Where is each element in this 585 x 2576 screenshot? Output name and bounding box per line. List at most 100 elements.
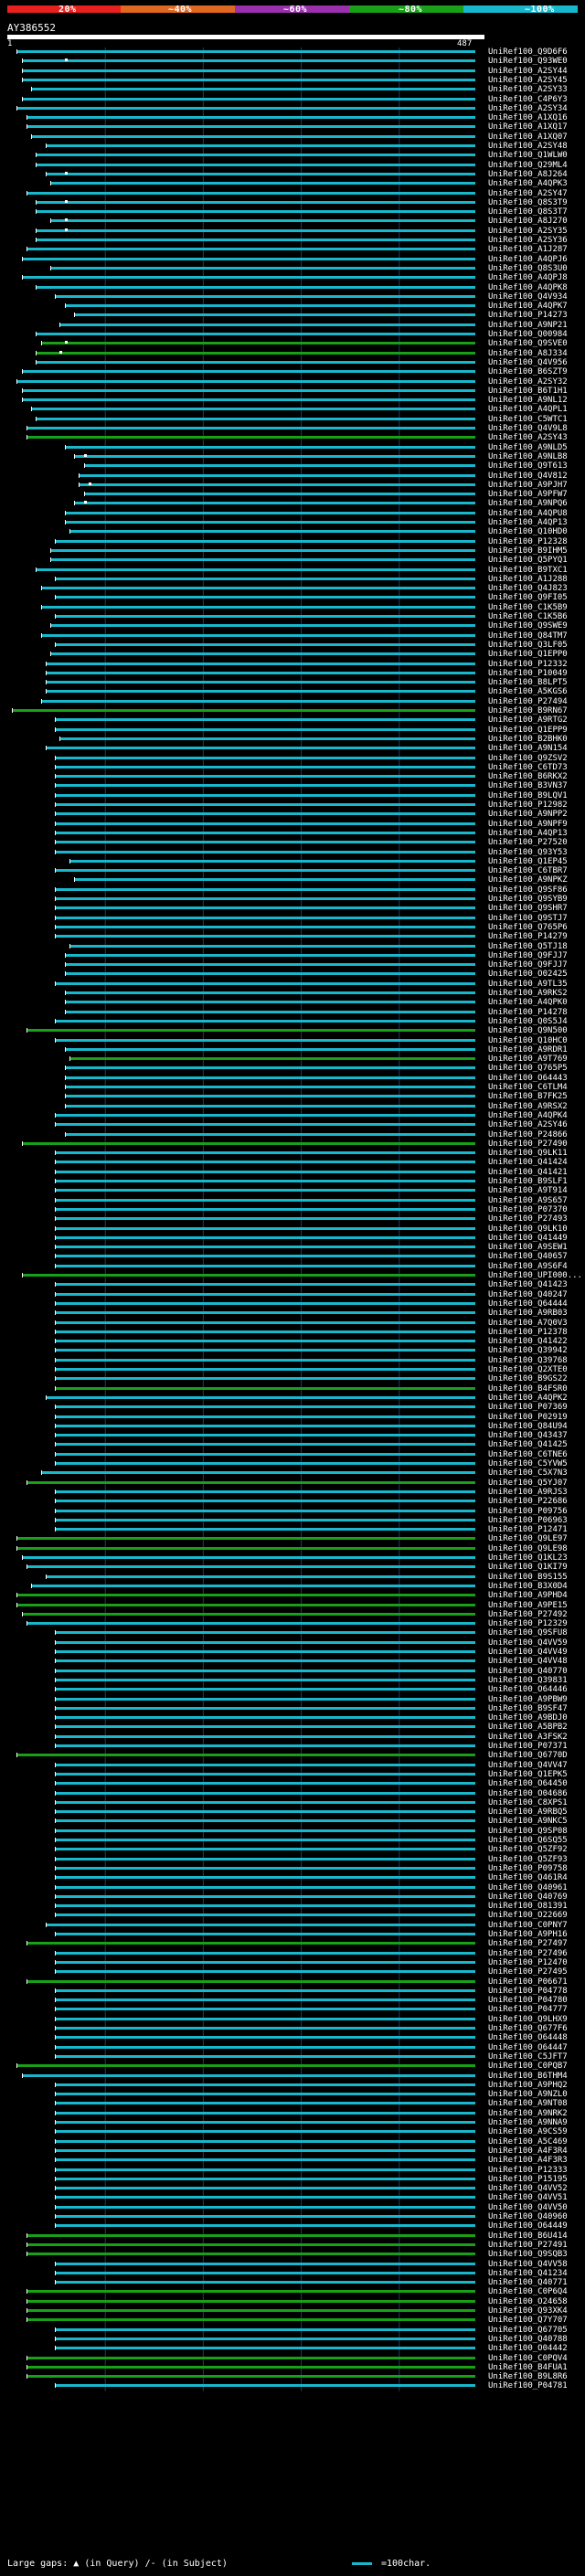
hit-row[interactable]: UniRef100_Q40960 bbox=[0, 2212, 585, 2221]
hit-row[interactable]: UniRef100_Q9FI05 bbox=[0, 593, 585, 602]
hit-row[interactable]: UniRef100_A9PE15 bbox=[0, 1601, 585, 1610]
hit-label[interactable]: UniRef100_Q1EPK5 bbox=[488, 1769, 568, 1779]
hit-row[interactable]: UniRef100_C6TNE6 bbox=[0, 1450, 585, 1459]
hit-row[interactable]: UniRef100_A7Q0V3 bbox=[0, 1319, 585, 1328]
hit-label[interactable]: UniRef100_A4QPJ6 bbox=[488, 254, 568, 264]
hit-row[interactable]: UniRef100_B3X0D4 bbox=[0, 1582, 585, 1591]
hit-row[interactable]: UniRef100_P12332 bbox=[0, 660, 585, 669]
hit-row[interactable]: UniRef100_Q64444 bbox=[0, 1299, 585, 1309]
hit-label[interactable]: UniRef100_A9PHD4 bbox=[488, 1591, 568, 1601]
hit-row[interactable]: UniRef100_Q93Y53 bbox=[0, 848, 585, 857]
hit-label[interactable]: UniRef100_P15195 bbox=[488, 2174, 568, 2184]
hit-row[interactable]: UniRef100_Q4VV47 bbox=[0, 1761, 585, 1770]
hit-row[interactable]: UniRef100_Q461R4 bbox=[0, 1873, 585, 1882]
hit-row[interactable]: UniRef100_Q1KL23 bbox=[0, 1553, 585, 1563]
hit-row[interactable]: UniRef100_A2SY45 bbox=[0, 76, 585, 85]
hit-label[interactable]: UniRef100_O22669 bbox=[488, 1911, 568, 1921]
hit-label[interactable]: UniRef100_Q93WE0 bbox=[488, 57, 568, 67]
hit-label[interactable]: UniRef100_Q677F6 bbox=[488, 2024, 568, 2033]
hit-label[interactable]: UniRef100_A2SY46 bbox=[488, 1120, 568, 1130]
hit-label[interactable]: UniRef100_A2SY34 bbox=[488, 103, 568, 113]
hit-row[interactable]: UniRef100_A2SY46 bbox=[0, 1120, 585, 1129]
hit-label[interactable]: UniRef100_Q10HD0 bbox=[488, 527, 568, 537]
hit-row[interactable]: UniRef100_P27494 bbox=[0, 697, 585, 706]
hit-label[interactable]: UniRef100_P27492 bbox=[488, 1609, 568, 1619]
hit-row[interactable]: UniRef100_A5BPB2 bbox=[0, 1723, 585, 1732]
hit-label[interactable]: UniRef100_B6RKX2 bbox=[488, 772, 568, 782]
hit-label[interactable]: UniRef100_Q4VV52 bbox=[488, 2184, 568, 2194]
hit-row[interactable]: UniRef100_Q677F6 bbox=[0, 2024, 585, 2033]
hit-label[interactable]: UniRef100_A9NT08 bbox=[488, 2099, 568, 2109]
hit-label[interactable]: UniRef100_A9N154 bbox=[488, 744, 568, 754]
hit-label[interactable]: UniRef100_A9NPP2 bbox=[488, 810, 568, 820]
hit-label[interactable]: UniRef100_Q41423 bbox=[488, 1280, 568, 1290]
hit-label[interactable]: UniRef100_Q9FJJ7 bbox=[488, 950, 568, 960]
hit-row[interactable]: UniRef100_Q9SP08 bbox=[0, 1827, 585, 1836]
hit-label[interactable]: UniRef100_Q39831 bbox=[488, 1675, 568, 1685]
hit-label[interactable]: UniRef100_Q5ZF92 bbox=[488, 1845, 568, 1855]
hit-row[interactable]: UniRef100_Q9T613 bbox=[0, 461, 585, 471]
hit-label[interactable]: UniRef100_B9S155 bbox=[488, 1572, 568, 1582]
hit-label[interactable]: UniRef100_B6T1H1 bbox=[488, 386, 568, 396]
hit-label[interactable]: UniRef100_Q9LE97 bbox=[488, 1534, 568, 1544]
hit-row[interactable]: UniRef100_C1K5B9 bbox=[0, 603, 585, 612]
hit-row[interactable]: UniRef100_Q4VV50 bbox=[0, 2203, 585, 2212]
hit-label[interactable]: UniRef100_Q1EP45 bbox=[488, 856, 568, 866]
hit-row[interactable]: UniRef100_Q4VV59 bbox=[0, 1638, 585, 1648]
hit-label[interactable]: UniRef100_C6TBR7 bbox=[488, 866, 568, 876]
hit-row[interactable]: UniRef100_A8J334 bbox=[0, 349, 585, 358]
hit-row[interactable]: UniRef100_Q1KI79 bbox=[0, 1563, 585, 1572]
hit-row[interactable]: UniRef100_A9RTG2 bbox=[0, 716, 585, 725]
hit-label[interactable]: UniRef100_A9PH16 bbox=[488, 1930, 568, 1939]
hit-row[interactable]: UniRef100_Q67705 bbox=[0, 2326, 585, 2335]
hit-label[interactable]: UniRef100_O64450 bbox=[488, 1779, 568, 1789]
hit-label[interactable]: UniRef100_A4QPU8 bbox=[488, 508, 568, 518]
hit-row[interactable]: UniRef100_P04778 bbox=[0, 1987, 585, 1996]
hit-row[interactable]: UniRef100_C5WTC1 bbox=[0, 415, 585, 424]
hit-label[interactable]: UniRef100_P12378 bbox=[488, 1327, 568, 1337]
hit-row[interactable]: UniRef100_Q9SHR7 bbox=[0, 904, 585, 913]
hit-label[interactable]: UniRef100_P27491 bbox=[488, 2240, 568, 2250]
hit-label[interactable]: UniRef100_C5X7N3 bbox=[488, 1468, 568, 1479]
hit-label[interactable]: UniRef100_B6THM4 bbox=[488, 2071, 568, 2081]
hit-row[interactable]: UniRef100_A9CS59 bbox=[0, 2127, 585, 2136]
hit-row[interactable]: UniRef100_A1J288 bbox=[0, 575, 585, 584]
hit-row[interactable]: UniRef100_Q40769 bbox=[0, 1892, 585, 1902]
hit-row[interactable]: UniRef100_A9PJH7 bbox=[0, 481, 585, 490]
hit-label[interactable]: UniRef100_B9GS22 bbox=[488, 1374, 568, 1384]
hit-row[interactable]: UniRef100_A9PH16 bbox=[0, 1930, 585, 1939]
hit-label[interactable]: UniRef100_B4FSR0 bbox=[488, 1383, 568, 1394]
hit-row[interactable]: UniRef100_P02919 bbox=[0, 1413, 585, 1422]
hit-row[interactable]: UniRef100_Q5ZF93 bbox=[0, 1855, 585, 1864]
hit-label[interactable]: UniRef100_Q5PYQ1 bbox=[488, 556, 568, 566]
hit-label[interactable]: UniRef100_A9PFW7 bbox=[488, 490, 568, 500]
hit-row[interactable]: UniRef100_Q10HD0 bbox=[0, 527, 585, 536]
hit-label[interactable]: UniRef100_Q9LK10 bbox=[488, 1224, 568, 1234]
hit-row[interactable]: UniRef100_A9NL12 bbox=[0, 396, 585, 405]
hit-row[interactable]: UniRef100_Q40770 bbox=[0, 1667, 585, 1676]
hit-label[interactable]: UniRef100_C0PQB7 bbox=[488, 2062, 568, 2072]
hit-row[interactable]: UniRef100_A9NPF9 bbox=[0, 820, 585, 829]
hit-label[interactable]: UniRef100_P12329 bbox=[488, 1619, 568, 1629]
hit-row[interactable]: UniRef100_P04781 bbox=[0, 2381, 585, 2390]
hit-label[interactable]: UniRef100_Q4VV50 bbox=[488, 2202, 568, 2212]
hit-label[interactable]: UniRef100_P22686 bbox=[488, 1497, 568, 1507]
hit-row[interactable]: UniRef100_Q4V956 bbox=[0, 358, 585, 367]
hit-row[interactable]: UniRef100_B6U414 bbox=[0, 2231, 585, 2241]
hit-label[interactable]: UniRef100_Q40657 bbox=[488, 1252, 568, 1262]
hit-row[interactable]: UniRef100_A9RKS2 bbox=[0, 989, 585, 998]
hit-label[interactable]: UniRef100_B3X0D4 bbox=[488, 1581, 568, 1591]
hit-label[interactable]: UniRef100_A2SY45 bbox=[488, 75, 568, 85]
hit-label[interactable]: UniRef100_Q0S5J4 bbox=[488, 1016, 568, 1026]
hit-row[interactable]: UniRef100_O24658 bbox=[0, 2297, 585, 2306]
hit-label[interactable]: UniRef100_Q9SQB3 bbox=[488, 2250, 568, 2260]
hit-row[interactable]: UniRef100_A9NT08 bbox=[0, 2099, 585, 2108]
hit-label[interactable]: UniRef100_Q9SF86 bbox=[488, 885, 568, 895]
hit-label[interactable]: UniRef100_A1J288 bbox=[488, 574, 568, 584]
hit-label[interactable]: UniRef100_Q9LE98 bbox=[488, 1543, 568, 1553]
hit-label[interactable]: UniRef100_Q9SHR7 bbox=[488, 904, 568, 914]
hit-row[interactable]: UniRef100_A9T914 bbox=[0, 1186, 585, 1195]
hit-label[interactable]: UniRef100_A4QPK8 bbox=[488, 282, 568, 292]
hit-row[interactable]: UniRef100_Q40247 bbox=[0, 1290, 585, 1299]
hit-row[interactable]: UniRef100_A2SY43 bbox=[0, 433, 585, 442]
